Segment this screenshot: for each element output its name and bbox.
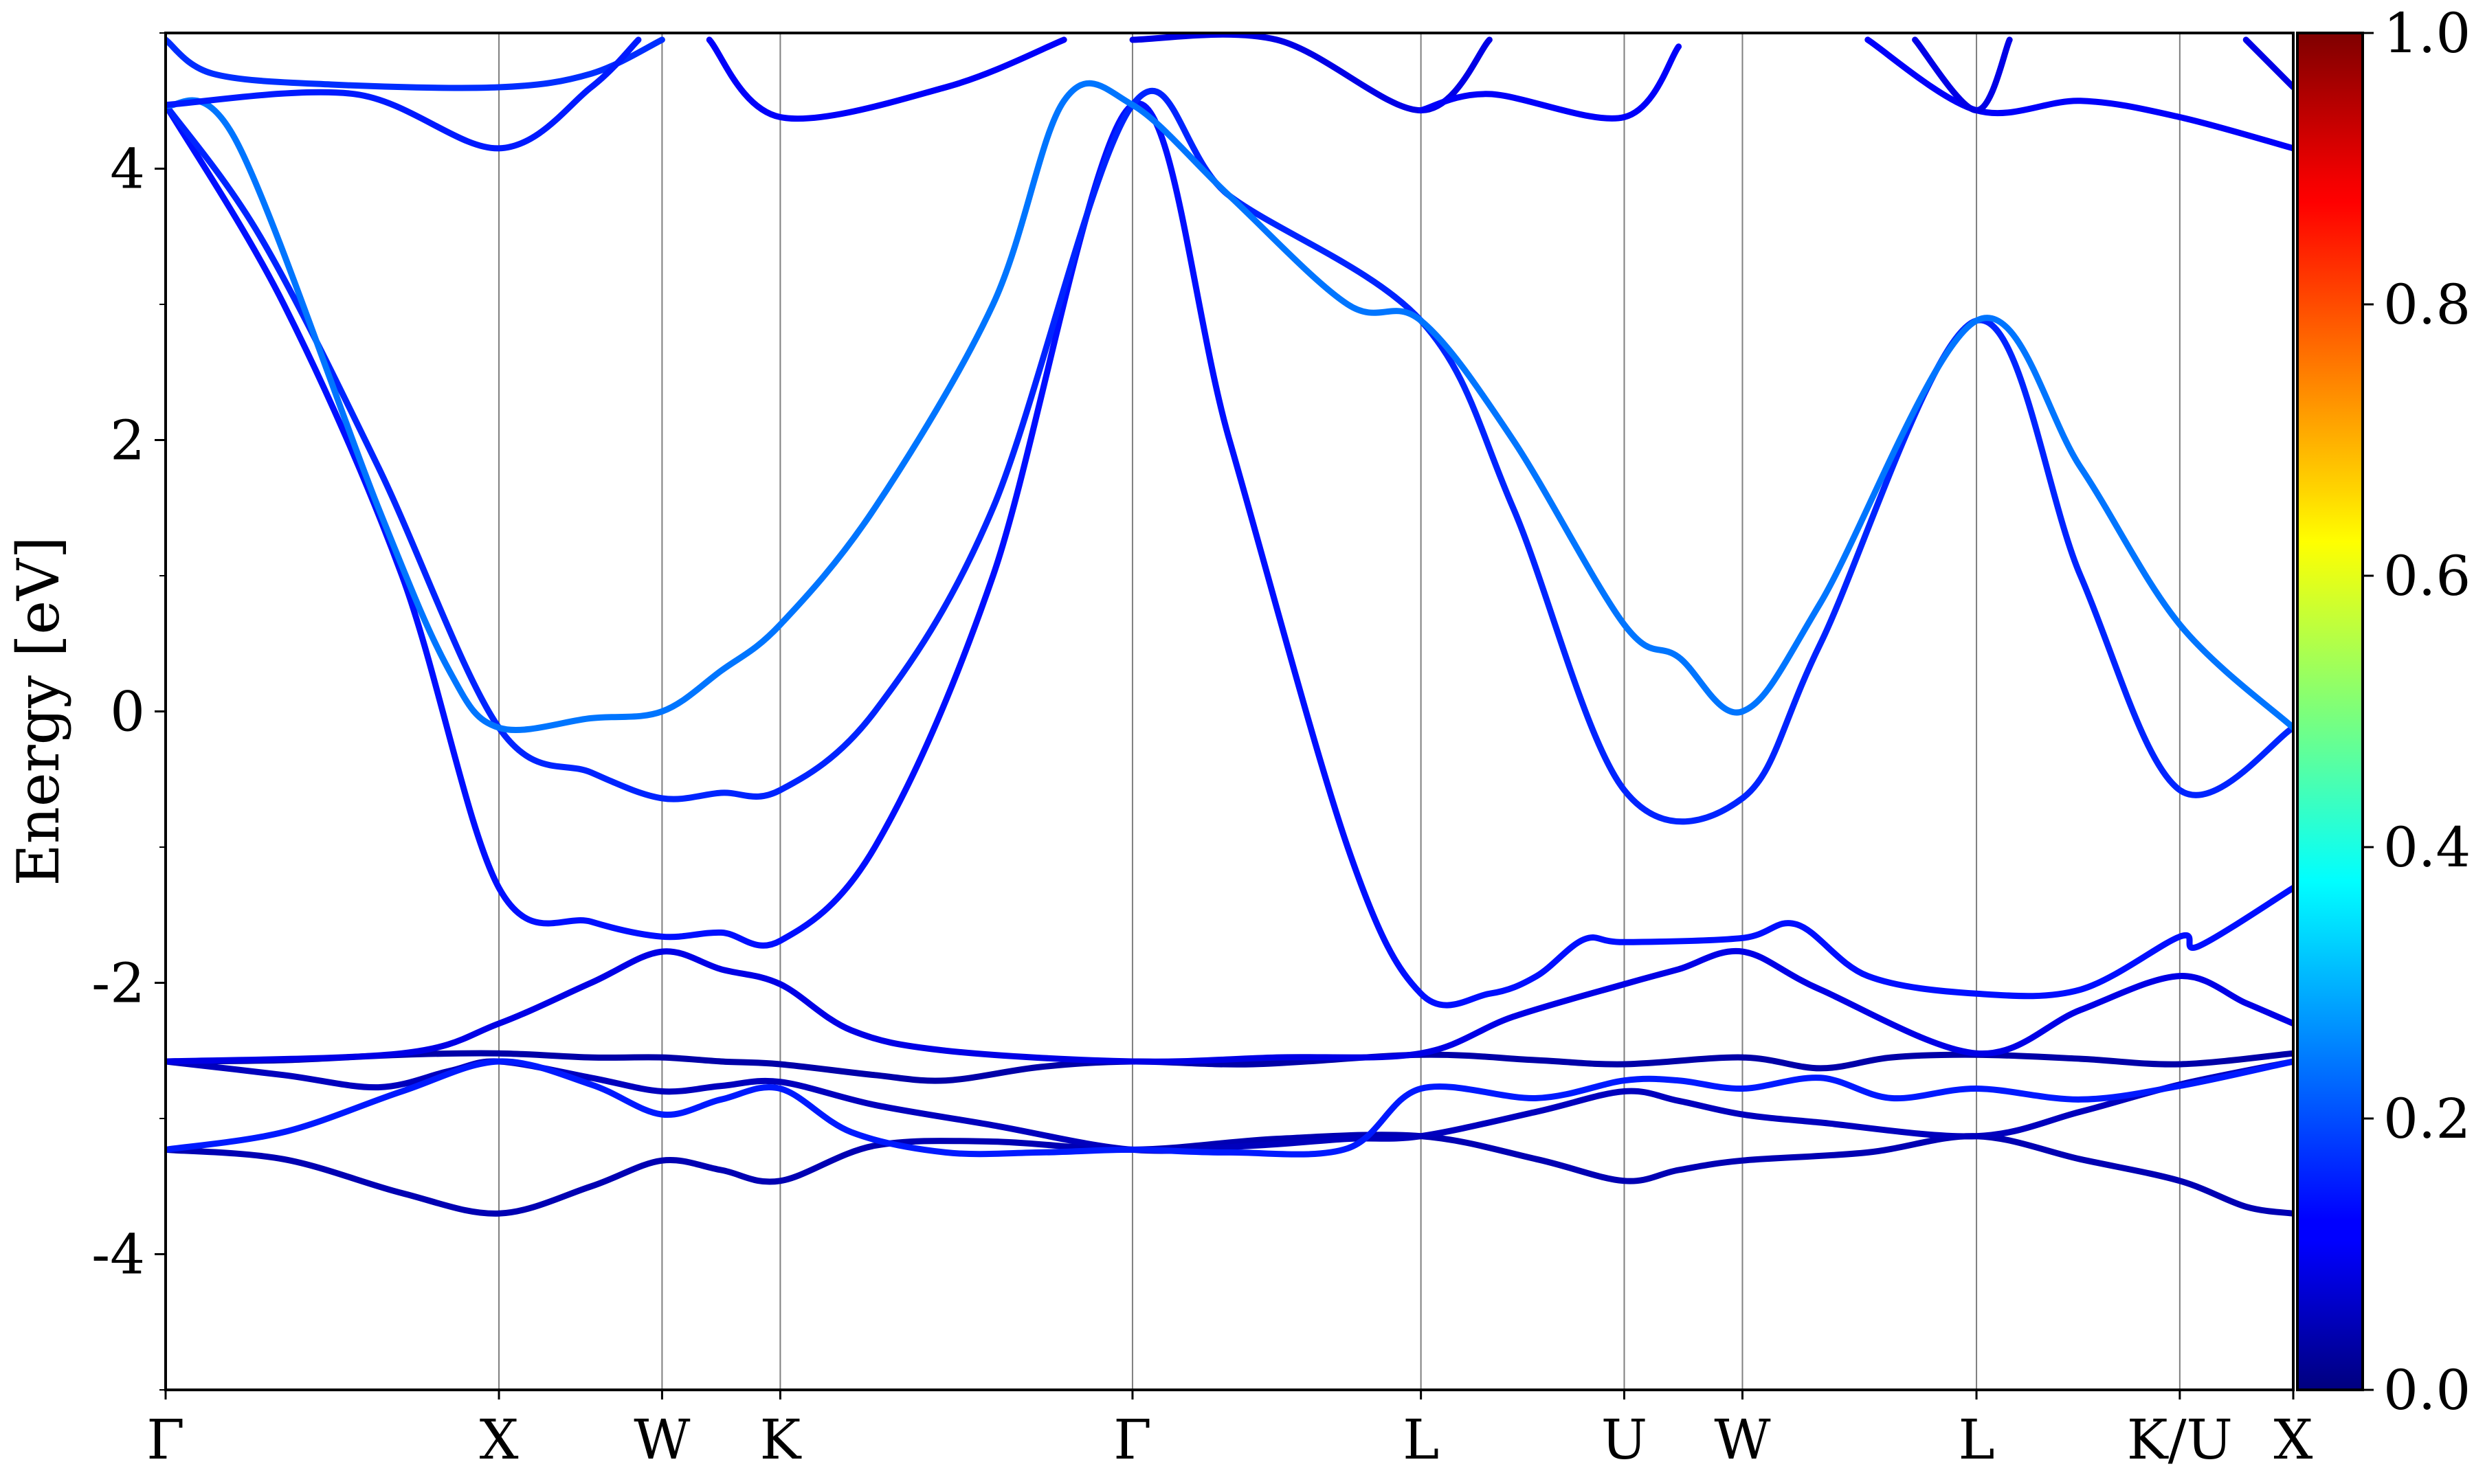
y-tick-label: 0 xyxy=(110,680,145,744)
band-lines xyxy=(166,33,2293,1217)
band-line xyxy=(166,1058,2293,1158)
band-line xyxy=(166,88,2293,825)
band-line xyxy=(166,1058,2293,1154)
colorbar-ticks: 0.0 0.2 0.4 0.6 0.8 1.0 xyxy=(2363,1,2471,1422)
x-tick-label: L xyxy=(1958,1408,1994,1472)
x-tick-label: Γ xyxy=(146,1408,185,1472)
band-line xyxy=(166,947,2293,1065)
x-tick-label: Γ xyxy=(1113,1408,1152,1472)
y-tick-label: 2 xyxy=(110,409,145,473)
band-line xyxy=(1129,33,1493,114)
x-tick-label: K xyxy=(760,1408,802,1472)
band-line xyxy=(166,36,642,152)
colorbar-tick-label: 0.2 xyxy=(2383,1087,2471,1151)
colorbar: 0.0 0.2 0.4 0.6 0.8 1.0 xyxy=(2296,1,2471,1422)
y-tick-label: -4 xyxy=(91,1223,145,1287)
y-tick-label: -2 xyxy=(91,952,145,1015)
x-tick-label: U xyxy=(1601,1408,1647,1472)
plot-frame xyxy=(164,32,2295,1391)
y-axis-ticks: 4 2 0 -2 -4 xyxy=(91,32,166,1391)
x-axis-ticks: Γ X W K Γ L U W L K/U X xyxy=(146,1390,2313,1472)
colorbar-tick-label: 0.8 xyxy=(2383,273,2471,337)
x-tick-label: W xyxy=(634,1408,690,1472)
y-tick-label: 4 xyxy=(110,137,145,201)
colorbar-tick-label: 0.0 xyxy=(2383,1358,2471,1422)
colorbar-tick-label: 0.4 xyxy=(2383,816,2471,879)
kpoint-gridlines xyxy=(498,33,2181,1390)
band-line xyxy=(166,100,2293,1009)
x-tick-label: X xyxy=(480,1408,519,1472)
colorbar-gradient xyxy=(2296,32,2364,1391)
x-tick-label: K/U xyxy=(2127,1408,2233,1472)
band-line xyxy=(706,36,1067,122)
band-line xyxy=(2242,36,2293,91)
band-line xyxy=(1912,36,2013,114)
x-tick-label: W xyxy=(1714,1408,1770,1472)
y-axis-label: Energy [eV] xyxy=(5,536,72,886)
band-line xyxy=(166,36,665,91)
x-tick-label: X xyxy=(2274,1408,2313,1472)
band-line xyxy=(1864,36,2293,152)
band-line xyxy=(166,80,2293,733)
band-line xyxy=(1418,43,1682,122)
colorbar-tick-label: 0.6 xyxy=(2383,544,2471,608)
x-tick-label: L xyxy=(1403,1408,1439,1472)
colorbar-tick-label: 1.0 xyxy=(2383,1,2471,65)
